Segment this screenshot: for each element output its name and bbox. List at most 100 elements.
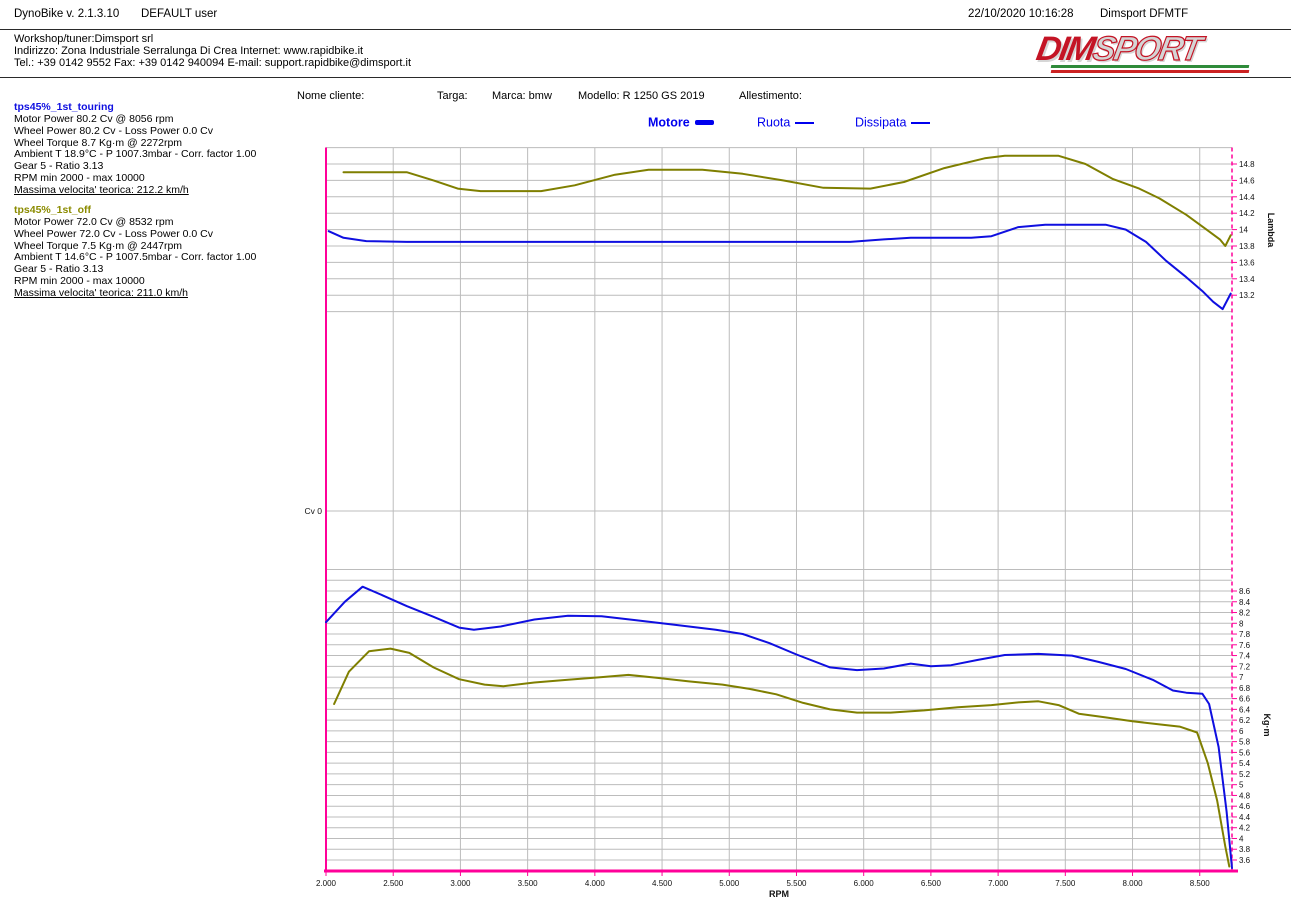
- torque-touring-curve: [325, 585, 1233, 870]
- run-gear: Gear 5 - Ratio 3.13: [14, 263, 104, 276]
- run-gear: Gear 5 - Ratio 3.13: [14, 160, 104, 173]
- run-max-speed: Massima velocita' teorica: 211.0 km/h: [14, 286, 188, 299]
- lambda-tick-label: 13.8: [1239, 242, 1255, 251]
- lambda-tick-label: 13.4: [1239, 275, 1255, 284]
- power-axis-zero-label: Cv 0: [305, 506, 323, 516]
- run-title: tps45%_1st_touring: [14, 101, 114, 113]
- torque-axis-title: Kg·m: [1262, 714, 1272, 737]
- x-tick-label: 2.000: [316, 879, 337, 888]
- x-tick-label: 5.500: [786, 879, 807, 888]
- torque-tick-label: 3.6: [1239, 856, 1251, 865]
- x-tick-label: 8.500: [1190, 879, 1211, 888]
- x-tick-label: 6.000: [854, 879, 875, 888]
- x-tick-label: 8.000: [1123, 879, 1144, 888]
- x-tick-label: 4.000: [585, 879, 606, 888]
- torque-tick-label: 7.6: [1239, 641, 1251, 650]
- trim-label: Allestimento:: [739, 90, 802, 102]
- run-panel-off: tps45%_1st_off Motor Power 72.0 Cv @ 853…: [14, 204, 299, 300]
- torque-tick-label: 8.4: [1239, 598, 1251, 607]
- torque-tick-label: 4.4: [1239, 813, 1251, 822]
- workshop-name: Workshop/tuner:Dimsport srl: [14, 33, 154, 45]
- run-rpm-range: RPM min 2000 - max 10000: [14, 275, 145, 288]
- lambda-tick-label: 14.2: [1239, 209, 1255, 218]
- run-rpm-range: RPM min 2000 - max 10000: [14, 172, 145, 185]
- run-wheel-power: Wheel Power 72.0 Cv - Loss Power 0.0 Cv: [14, 227, 213, 240]
- torque-tick-label: 4.2: [1239, 824, 1251, 833]
- torque-tick-label: 8.2: [1239, 609, 1251, 618]
- x-tick-label: 6.500: [921, 879, 942, 888]
- brand-value: Marca: bmw: [492, 90, 552, 102]
- lambda-off-curve: [342, 154, 1232, 247]
- legend-line-ruota: [795, 121, 815, 124]
- torque-tick-label: 8: [1239, 619, 1244, 628]
- torque-tick-label: 7.8: [1239, 630, 1251, 639]
- legend-item-ruota: Ruota: [757, 115, 815, 130]
- lambda-tick-label: 13.2: [1239, 291, 1255, 300]
- header-divider-bottom: [0, 77, 1291, 78]
- run-motor-power: Motor Power 72.0 Cv @ 8532 rpm: [14, 215, 174, 228]
- x-axis-title: RPM: [769, 889, 789, 899]
- run-ambient: Ambient T 14.6°C - P 1007.5mbar - Corr. …: [14, 251, 257, 264]
- legend-item-motore: Motore: [648, 115, 714, 130]
- torque-tick-label: 6: [1239, 727, 1244, 736]
- operator-name: Dimsport DFMTF: [1100, 8, 1189, 20]
- torque-tick-label: 8.6: [1239, 587, 1251, 596]
- lambda-tick-label: 14: [1239, 226, 1248, 235]
- torque-tick-label: 4: [1239, 834, 1244, 843]
- torque-tick-label: 5.6: [1239, 748, 1251, 757]
- torque-tick-label: 5.2: [1239, 770, 1251, 779]
- x-tick-label: 3.500: [518, 879, 539, 888]
- lambda-tick-label: 14.4: [1239, 193, 1255, 202]
- x-tick-label: 3.000: [450, 879, 471, 888]
- run-title: tps45%_1st_off: [14, 204, 92, 216]
- lambda-touring-curve: [327, 223, 1232, 311]
- torque-tick-label: 6.4: [1239, 705, 1251, 714]
- x-tick-label: 4.500: [652, 879, 673, 888]
- legend-label-ruota: Ruota: [757, 115, 791, 130]
- run-wheel-power: Wheel Power 80.2 Cv - Loss Power 0.0 Cv: [14, 124, 213, 137]
- x-tick-label: 7.500: [1055, 879, 1076, 888]
- run-wheel-torque: Wheel Torque 7.5 Kg·m @ 2447rpm: [14, 239, 183, 252]
- lambda-axis-title: Lambda: [1266, 213, 1276, 249]
- torque-tick-label: 5.8: [1239, 738, 1251, 747]
- torque-tick-label: 6.8: [1239, 684, 1251, 693]
- workshop-address: Indirizzo: Zona Industriale Serralunga D…: [14, 45, 364, 57]
- customer-name-label: Nome cliente:: [297, 90, 365, 102]
- torque-off-curve: [333, 647, 1231, 868]
- app-title: DynoBike v. 2.1.3.10: [14, 8, 120, 20]
- run-max-speed: Massima velocita' teorica: 212.2 km/h: [14, 183, 189, 196]
- plate-label: Targa:: [437, 90, 468, 102]
- torque-tick-label: 4.8: [1239, 791, 1251, 800]
- torque-tick-label: 6.2: [1239, 716, 1251, 725]
- legend-line-dissipata: [911, 121, 931, 124]
- x-tick-label: 2.500: [383, 879, 404, 888]
- torque-tick-label: 5: [1239, 781, 1244, 790]
- model-value: Modello: R 1250 GS 2019: [578, 90, 705, 102]
- x-tick-label: 5.000: [719, 879, 740, 888]
- torque-tick-label: 3.8: [1239, 845, 1251, 854]
- lambda-tick-label: 13.6: [1239, 258, 1255, 267]
- header-divider-top: [0, 29, 1291, 30]
- legend-label-motore: Motore: [648, 115, 690, 130]
- torque-tick-label: 7.4: [1239, 652, 1251, 661]
- workshop-contacts: Tel.: +39 0142 9552 Fax: +39 0142 940094…: [14, 57, 412, 69]
- legend-label-dissipata: Dissipata: [855, 115, 907, 130]
- torque-tick-label: 6.6: [1239, 695, 1251, 704]
- run-motor-power: Motor Power 80.2 Cv @ 8056 rpm: [14, 112, 174, 125]
- lambda-tick-label: 14.6: [1239, 176, 1255, 185]
- run-panel-touring: tps45%_1st_touring Motor Power 80.2 Cv @…: [14, 101, 299, 197]
- torque-tick-label: 4.6: [1239, 802, 1251, 811]
- run-wheel-torque: Wheel Torque 8.7 Kg·m @ 2272rpm: [14, 136, 183, 149]
- current-user: DEFAULT user: [141, 8, 218, 20]
- torque-tick-label: 7.2: [1239, 662, 1251, 671]
- legend-line-motore: [694, 120, 714, 126]
- legend-item-dissipata: Dissipata: [855, 115, 931, 130]
- x-tick-label: 7.000: [988, 879, 1009, 888]
- lambda-tick-label: 14.8: [1239, 160, 1255, 169]
- report-datetime: 22/10/2020 10:16:28: [968, 8, 1074, 20]
- torque-tick-label: 7: [1239, 673, 1244, 682]
- run-ambient: Ambient T 18.9°C - P 1007.3mbar - Corr. …: [14, 148, 257, 161]
- torque-tick-label: 5.4: [1239, 759, 1251, 768]
